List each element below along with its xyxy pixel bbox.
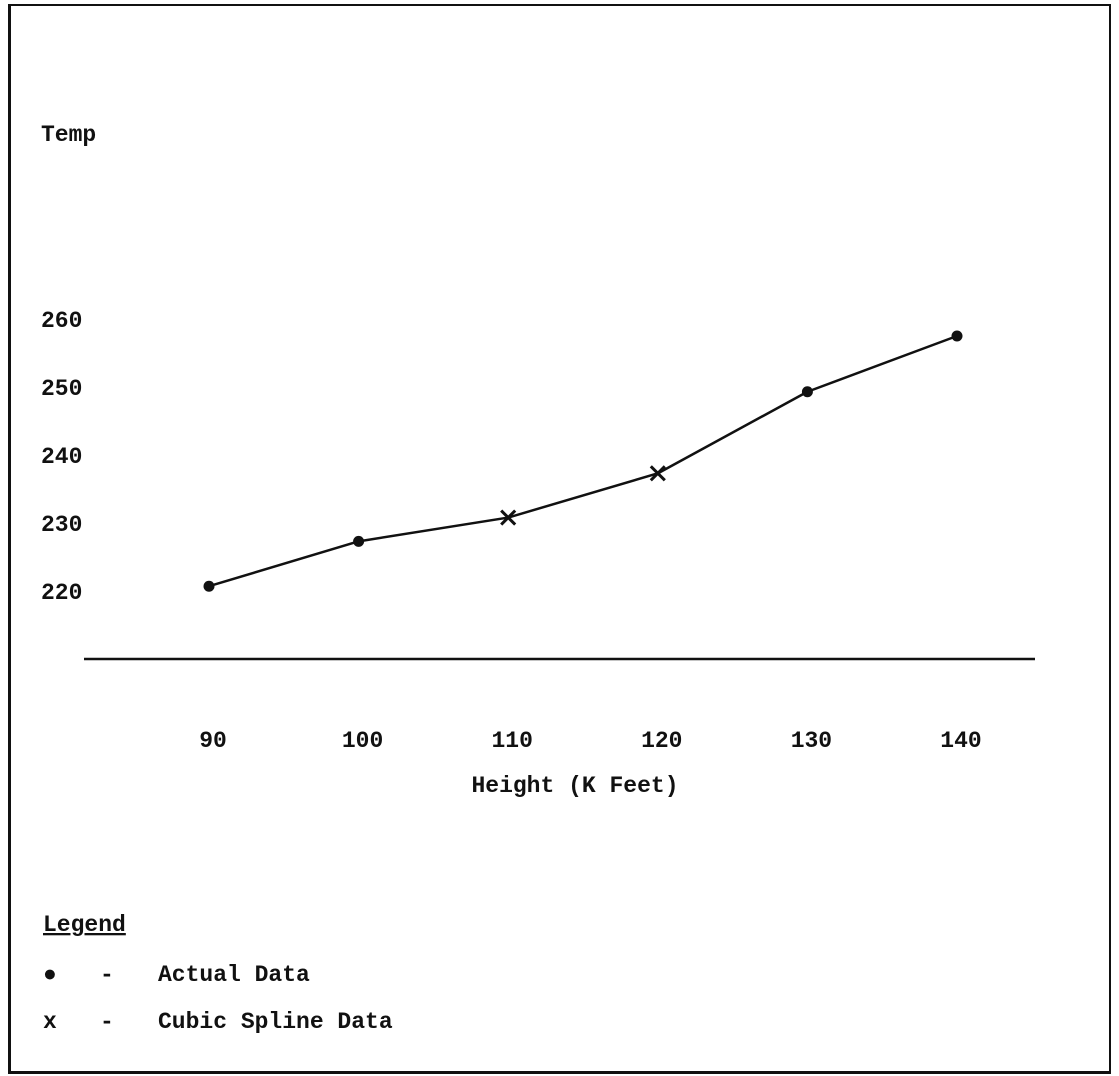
y-tick-label: 240	[41, 444, 82, 470]
legend-title: Legend	[43, 912, 126, 938]
legend-symbol: ●	[43, 962, 57, 988]
data-point-actual	[951, 330, 963, 342]
data-point-spline	[649, 465, 666, 482]
x-axis-label: Height (K Feet)	[471, 773, 678, 799]
data-point-actual	[203, 580, 215, 592]
chart-frame	[8, 4, 1111, 1074]
y-tick-label: 220	[41, 580, 82, 606]
y-axis-label: Temp	[41, 122, 96, 148]
data-markers	[203, 330, 963, 592]
x-marker-stroke	[649, 465, 666, 482]
x-tick-label: 140	[940, 728, 981, 754]
legend-dash: -	[100, 962, 114, 988]
legend-label: Cubic Spline Data	[158, 1009, 393, 1035]
x-tick-labels: 90 100 110 120 130 140	[199, 728, 982, 754]
x-tick-label: 130	[791, 728, 832, 754]
legend-label: Actual Data	[158, 962, 310, 988]
y-tick-label: 250	[41, 376, 82, 402]
x-marker-stroke	[500, 509, 517, 526]
y-tick-labels: 220 230 240 250 260	[41, 308, 82, 606]
legend-symbol: x	[43, 1009, 57, 1035]
x-tick-label: 120	[641, 728, 682, 754]
data-point-actual	[801, 386, 813, 398]
x-tick-label: 90	[199, 728, 227, 754]
series-line	[208, 334, 958, 588]
legend: Legend ● - Actual Data x - Cubic Spline Data	[43, 912, 393, 1035]
y-tick-label: 230	[41, 512, 82, 538]
data-point-spline	[500, 509, 517, 526]
legend-entries: ● - Actual Data x - Cubic Spline Data	[43, 962, 393, 1035]
data-point-actual	[353, 535, 365, 547]
x-tick-label: 110	[491, 728, 532, 754]
y-tick-label: 260	[41, 308, 82, 334]
x-tick-label: 100	[342, 728, 383, 754]
legend-dash: -	[100, 1009, 114, 1035]
